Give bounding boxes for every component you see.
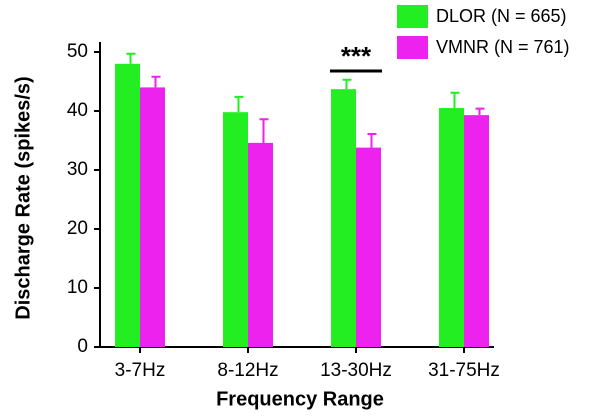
y-tick-label: 20 (67, 218, 88, 239)
legend-label: VMNR (N = 761) (436, 37, 570, 57)
error-bar (475, 107, 485, 116)
error-bar (342, 78, 352, 90)
bar (331, 89, 356, 348)
y-tick-label: 40 (67, 100, 88, 121)
significance-label: *** (341, 41, 372, 71)
error-bar (450, 91, 460, 109)
x-tick-label: 3-7Hz (115, 360, 166, 381)
x-tick-label: 13-30Hz (320, 360, 392, 381)
bar (223, 112, 248, 348)
x-tick-label: 31-75Hz (428, 360, 500, 381)
error-bar (126, 52, 136, 64)
error-bar (367, 133, 377, 148)
error-bar (234, 95, 244, 113)
y-axis-title: Discharge Rate (spikes/s) (12, 76, 34, 319)
bar (439, 108, 464, 347)
legend-swatch (397, 36, 428, 59)
x-tick-label: 8-12Hz (217, 360, 278, 381)
y-tick-label: 50 (67, 41, 88, 62)
error-bar (151, 75, 161, 88)
legend-label: DLOR (N = 665) (436, 6, 567, 26)
x-axis-title: Frequency Range (216, 388, 384, 410)
y-tick-label: 0 (77, 336, 88, 357)
legend-swatch (397, 5, 428, 28)
bar (356, 147, 381, 347)
bar (464, 115, 489, 347)
bar (248, 142, 273, 347)
bar (115, 63, 140, 348)
bar (140, 87, 165, 348)
y-tick-label: 30 (67, 159, 88, 180)
y-tick-label: 10 (67, 277, 88, 298)
error-bar (259, 118, 269, 143)
